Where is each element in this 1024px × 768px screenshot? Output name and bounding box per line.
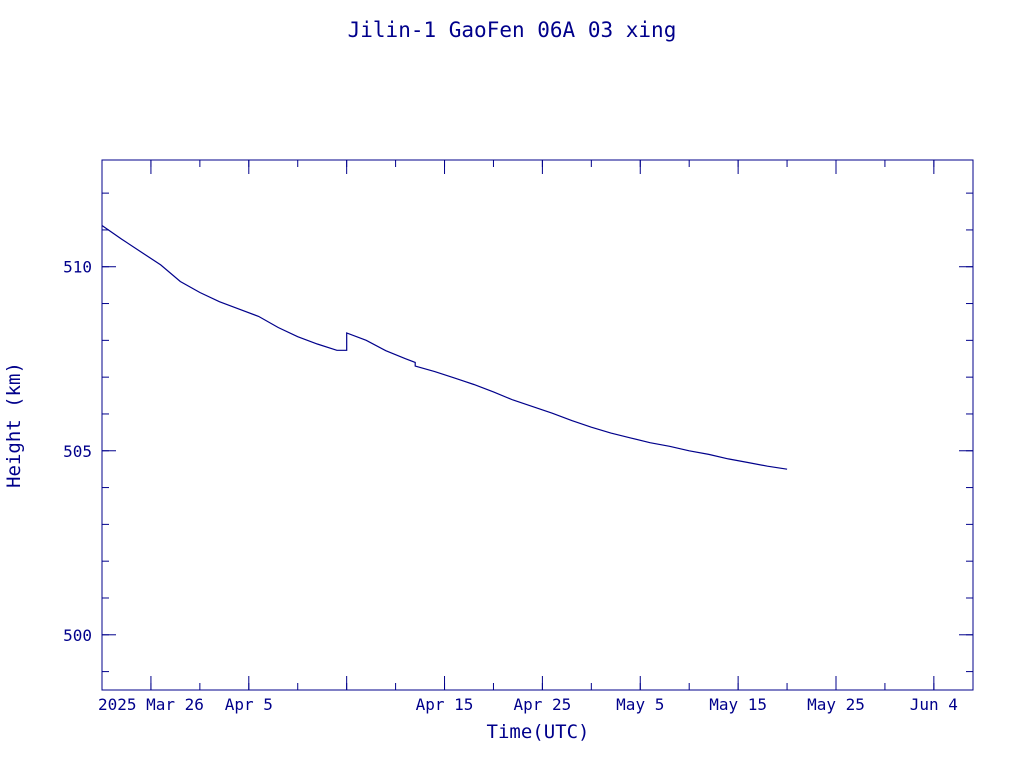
x-tick-label: May 25: [807, 695, 865, 714]
x-tick-label: 2025 Mar 26: [98, 695, 204, 714]
x-tick-label: Jun 4: [910, 695, 958, 714]
chart-title: Jilin-1 GaoFen 06A 03 xing: [348, 18, 677, 42]
x-tick-label: Apr 25: [513, 695, 571, 714]
tick-labels-layer: 2025 Mar 26 Apr 5 Apr 15 Apr 25 May 5 May 15 M…: [63, 258, 958, 714]
x-tick-label: Apr 15: [416, 695, 474, 714]
plot-frame: [101, 159, 974, 691]
x-axis-label: Time(UTC): [487, 721, 590, 743]
ticks-layer: [101, 160, 973, 690]
y-axis-label: Height (km): [3, 362, 25, 488]
x-tick-label: May 5: [616, 695, 664, 714]
y-tick-label: 505: [63, 442, 92, 461]
series-layer: [101, 225, 788, 470]
x-tick-label: Apr 5: [225, 695, 273, 714]
height-series-line: [101, 225, 788, 470]
y-tick-label: 500: [63, 626, 92, 645]
x-tick-label: May 15: [709, 695, 767, 714]
y-tick-label: 510: [63, 258, 92, 277]
